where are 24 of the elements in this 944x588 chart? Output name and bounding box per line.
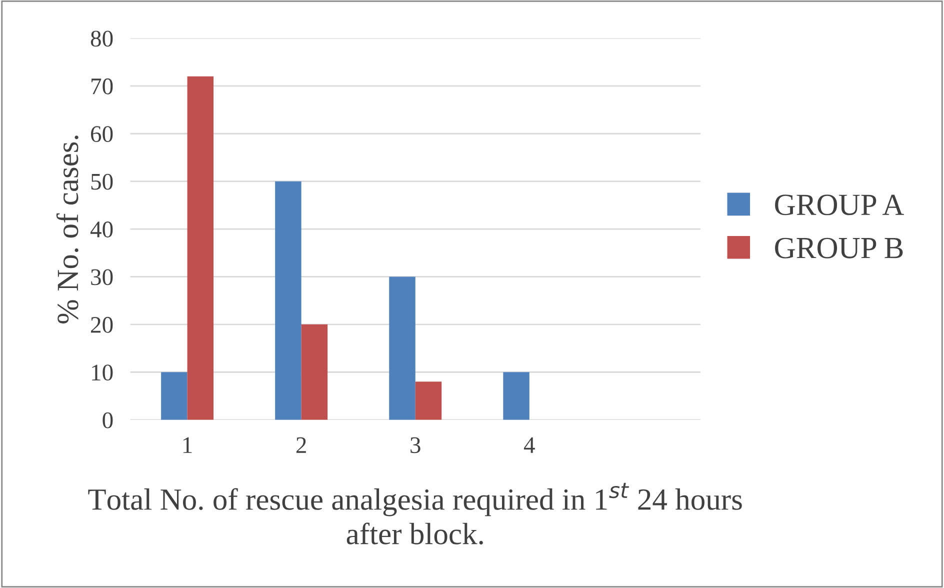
y-tick-label: 60 bbox=[91, 126, 113, 142]
text: Total No. of rescue analgesia required in 1$^{st}$ 24 hours after block. bbox=[88, 482, 742, 545]
y-tick-label: 20 bbox=[91, 316, 113, 333]
bar bbox=[187, 76, 214, 420]
legend-label: GROUP B bbox=[775, 238, 903, 258]
y-tick-label: 50 bbox=[91, 174, 113, 190]
bar bbox=[301, 324, 328, 420]
y-axis-title: % No. of cases. bbox=[56, 136, 78, 324]
x-tick-label: 2 bbox=[296, 437, 306, 453]
bar bbox=[503, 372, 530, 420]
bar bbox=[389, 276, 416, 420]
y-tick-label: 30 bbox=[91, 269, 113, 286]
x-tick-label: 3 bbox=[410, 437, 420, 454]
bar bbox=[275, 181, 302, 420]
bar bbox=[415, 382, 442, 420]
x-tick-label: 1 bbox=[183, 437, 192, 453]
bar bbox=[161, 372, 188, 420]
y-tick-label: 70 bbox=[92, 78, 113, 94]
y-tick-label: 10 bbox=[92, 364, 113, 381]
legend-label: GROUP A bbox=[775, 194, 904, 216]
y-tick-label: 80 bbox=[90, 30, 113, 47]
x-tick-label: 4 bbox=[524, 437, 535, 453]
y-tick-label: 0 bbox=[102, 412, 113, 428]
y-tick-label: 40 bbox=[90, 222, 113, 238]
